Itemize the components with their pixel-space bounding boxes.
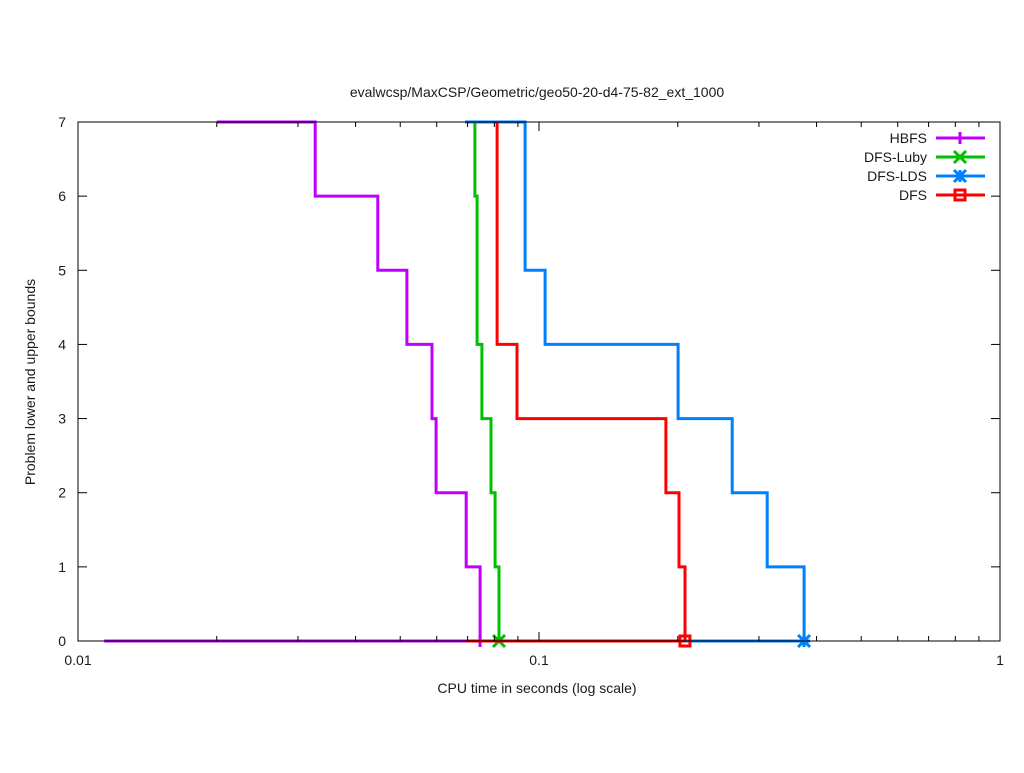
y-tick-label: 2 (58, 485, 66, 501)
chart-title: evalwcsp/MaxCSP/Geometric/geo50-20-d4-75… (350, 84, 725, 100)
legend-marker (954, 132, 966, 144)
y-tick-label: 5 (58, 262, 66, 278)
legend-item: HBFS (890, 130, 985, 146)
upper-bound-line (473, 122, 501, 641)
legend-item: DFS-Luby (864, 149, 985, 165)
upper-bound-line (495, 122, 687, 641)
upper-bound-line (465, 120, 806, 641)
legend-label: DFS-Luby (864, 149, 927, 165)
legend-label: DFS-LDS (867, 168, 927, 184)
ticks-layer: 0.01 0.1 1 0 1 2 3 4 5 6 7 (58, 114, 1004, 668)
x-tick-label: 1 (996, 652, 1004, 668)
y-tick-label: 0 (58, 633, 66, 649)
legend-label: HBFS (890, 130, 927, 146)
legend-marker (952, 149, 968, 165)
y-tick-label: 6 (58, 188, 66, 204)
upper-bound-line (216, 120, 482, 641)
series-layer (104, 120, 812, 649)
legend-marker (952, 168, 968, 184)
legend: HBFS DFS-Luby DFS-LDS DFS (864, 130, 985, 203)
x-tick-label: 0.1 (529, 652, 549, 668)
y-tick-label: 7 (58, 114, 66, 130)
y-tick-label: 1 (58, 559, 66, 575)
y-axis-label: Problem lower and upper bounds (22, 279, 38, 485)
legend-label: DFS (899, 187, 927, 203)
legend-item: DFS-LDS (867, 168, 985, 184)
y-tick-label: 4 (58, 336, 66, 352)
y-tick-label: 3 (58, 411, 66, 427)
x-axis-label: CPU time in seconds (log scale) (437, 680, 636, 696)
series-hbfs (104, 120, 487, 647)
x-tick-label: 0.01 (64, 652, 91, 668)
plot-frame (77, 121, 1001, 642)
legend-marker (953, 188, 967, 202)
legend-item: DFS (899, 187, 985, 203)
